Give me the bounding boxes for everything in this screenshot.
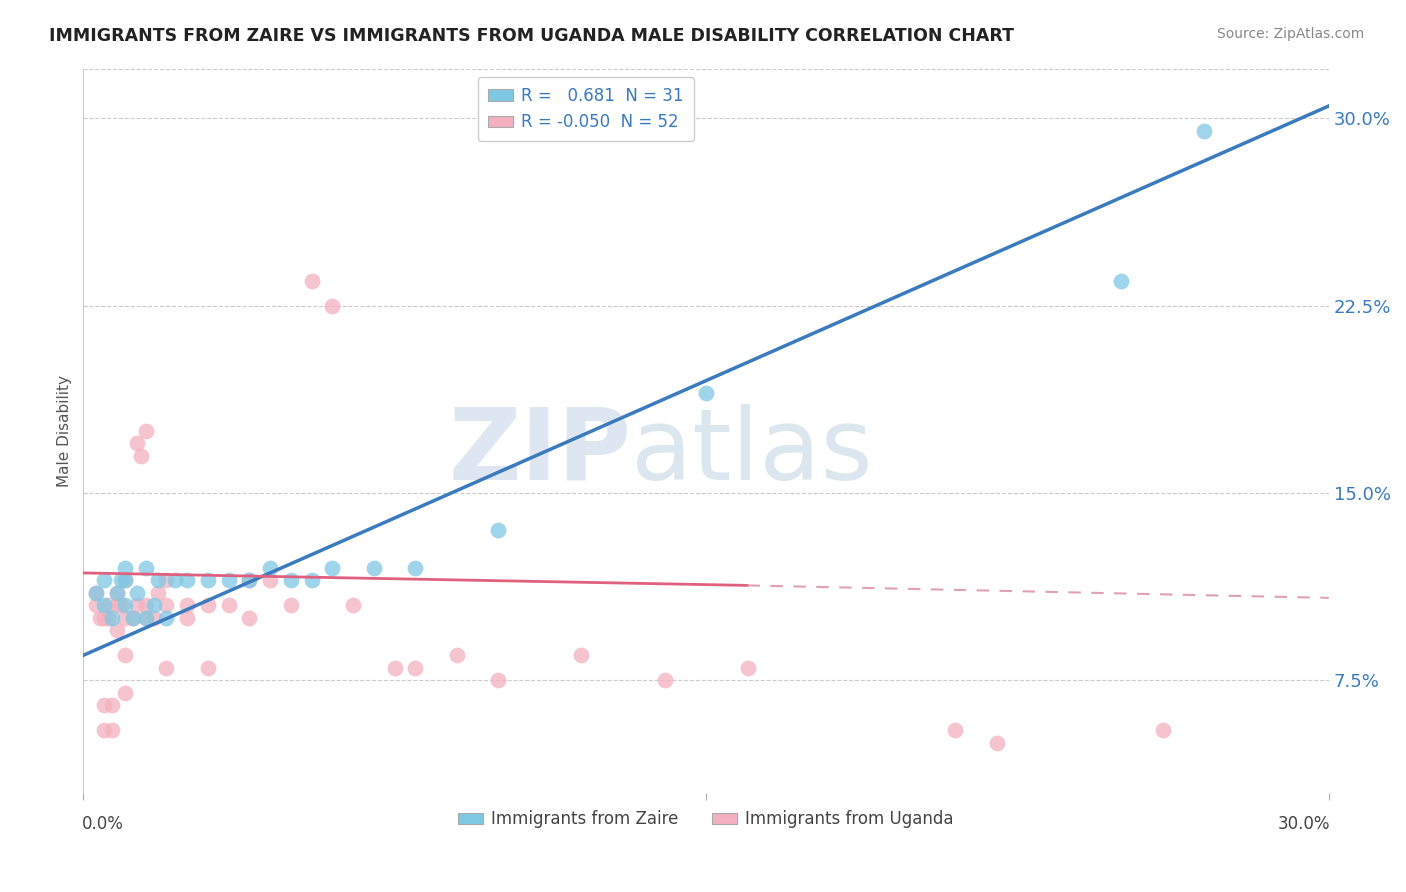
Point	[321, 299, 343, 313]
Point	[97, 611, 120, 625]
Point	[114, 561, 136, 575]
Point	[105, 586, 128, 600]
Point	[488, 524, 510, 538]
Point	[93, 611, 115, 625]
Point	[142, 611, 165, 625]
Point	[114, 574, 136, 588]
Point	[127, 586, 149, 600]
Point	[135, 611, 157, 625]
Point	[1152, 723, 1174, 738]
Point	[238, 574, 260, 588]
Point	[114, 599, 136, 613]
Text: IMMIGRANTS FROM ZAIRE VS IMMIGRANTS FROM UGANDA MALE DISABILITY CORRELATION CHAR: IMMIGRANTS FROM ZAIRE VS IMMIGRANTS FROM…	[49, 27, 1014, 45]
Point	[197, 599, 219, 613]
Point	[488, 673, 510, 688]
Point	[101, 723, 124, 738]
Point	[218, 574, 240, 588]
Point	[321, 561, 343, 575]
Point	[142, 599, 165, 613]
Point	[155, 661, 177, 675]
Point	[654, 673, 676, 688]
Point	[93, 723, 115, 738]
Point	[84, 586, 107, 600]
Point	[238, 611, 260, 625]
Point	[135, 599, 157, 613]
Point	[280, 574, 302, 588]
Point	[105, 624, 128, 638]
Point	[176, 611, 198, 625]
Point	[404, 661, 426, 675]
Y-axis label: Male Disability: Male Disability	[58, 375, 72, 487]
Point	[114, 574, 136, 588]
Point	[114, 686, 136, 700]
Point	[197, 574, 219, 588]
Point	[93, 599, 115, 613]
Point	[404, 561, 426, 575]
Point	[176, 599, 198, 613]
Point	[89, 611, 111, 625]
Point	[301, 274, 323, 288]
Point	[146, 586, 169, 600]
Point	[155, 599, 177, 613]
Point	[97, 599, 120, 613]
Point	[384, 661, 406, 675]
Point	[110, 599, 132, 613]
Point	[943, 723, 966, 738]
Point	[155, 574, 177, 588]
Point	[280, 599, 302, 613]
Point	[101, 698, 124, 713]
Point	[127, 599, 149, 613]
Text: 30.0%: 30.0%	[1278, 815, 1330, 833]
Point	[122, 611, 145, 625]
Point	[131, 449, 153, 463]
Text: Source: ZipAtlas.com: Source: ZipAtlas.com	[1216, 27, 1364, 41]
Point	[135, 561, 157, 575]
Point	[127, 436, 149, 450]
Point	[155, 611, 177, 625]
Point	[114, 648, 136, 663]
Point	[176, 574, 198, 588]
Point	[446, 648, 468, 663]
Point	[114, 611, 136, 625]
Point	[84, 586, 107, 600]
Point	[197, 661, 219, 675]
Point	[146, 574, 169, 588]
Point	[122, 611, 145, 625]
Point	[571, 648, 593, 663]
Point	[135, 611, 157, 625]
Point	[363, 561, 385, 575]
Point	[695, 386, 717, 401]
Point	[238, 574, 260, 588]
Point	[135, 424, 157, 438]
Point	[259, 574, 281, 588]
Point	[84, 599, 107, 613]
Point	[110, 574, 132, 588]
Point	[342, 599, 364, 613]
Point	[301, 574, 323, 588]
Point	[163, 574, 186, 588]
Point	[101, 611, 124, 625]
Point	[1109, 274, 1132, 288]
Point	[259, 561, 281, 575]
Point	[105, 586, 128, 600]
Text: ZIP: ZIP	[449, 404, 631, 500]
Point	[105, 599, 128, 613]
Legend: Immigrants from Zaire, Immigrants from Uganda: Immigrants from Zaire, Immigrants from U…	[451, 804, 960, 835]
Point	[986, 736, 1008, 750]
Point	[93, 698, 115, 713]
Text: 0.0%: 0.0%	[82, 815, 124, 833]
Point	[93, 574, 115, 588]
Text: atlas: atlas	[631, 404, 873, 500]
Point	[1192, 124, 1215, 138]
Point	[218, 599, 240, 613]
Point	[737, 661, 759, 675]
